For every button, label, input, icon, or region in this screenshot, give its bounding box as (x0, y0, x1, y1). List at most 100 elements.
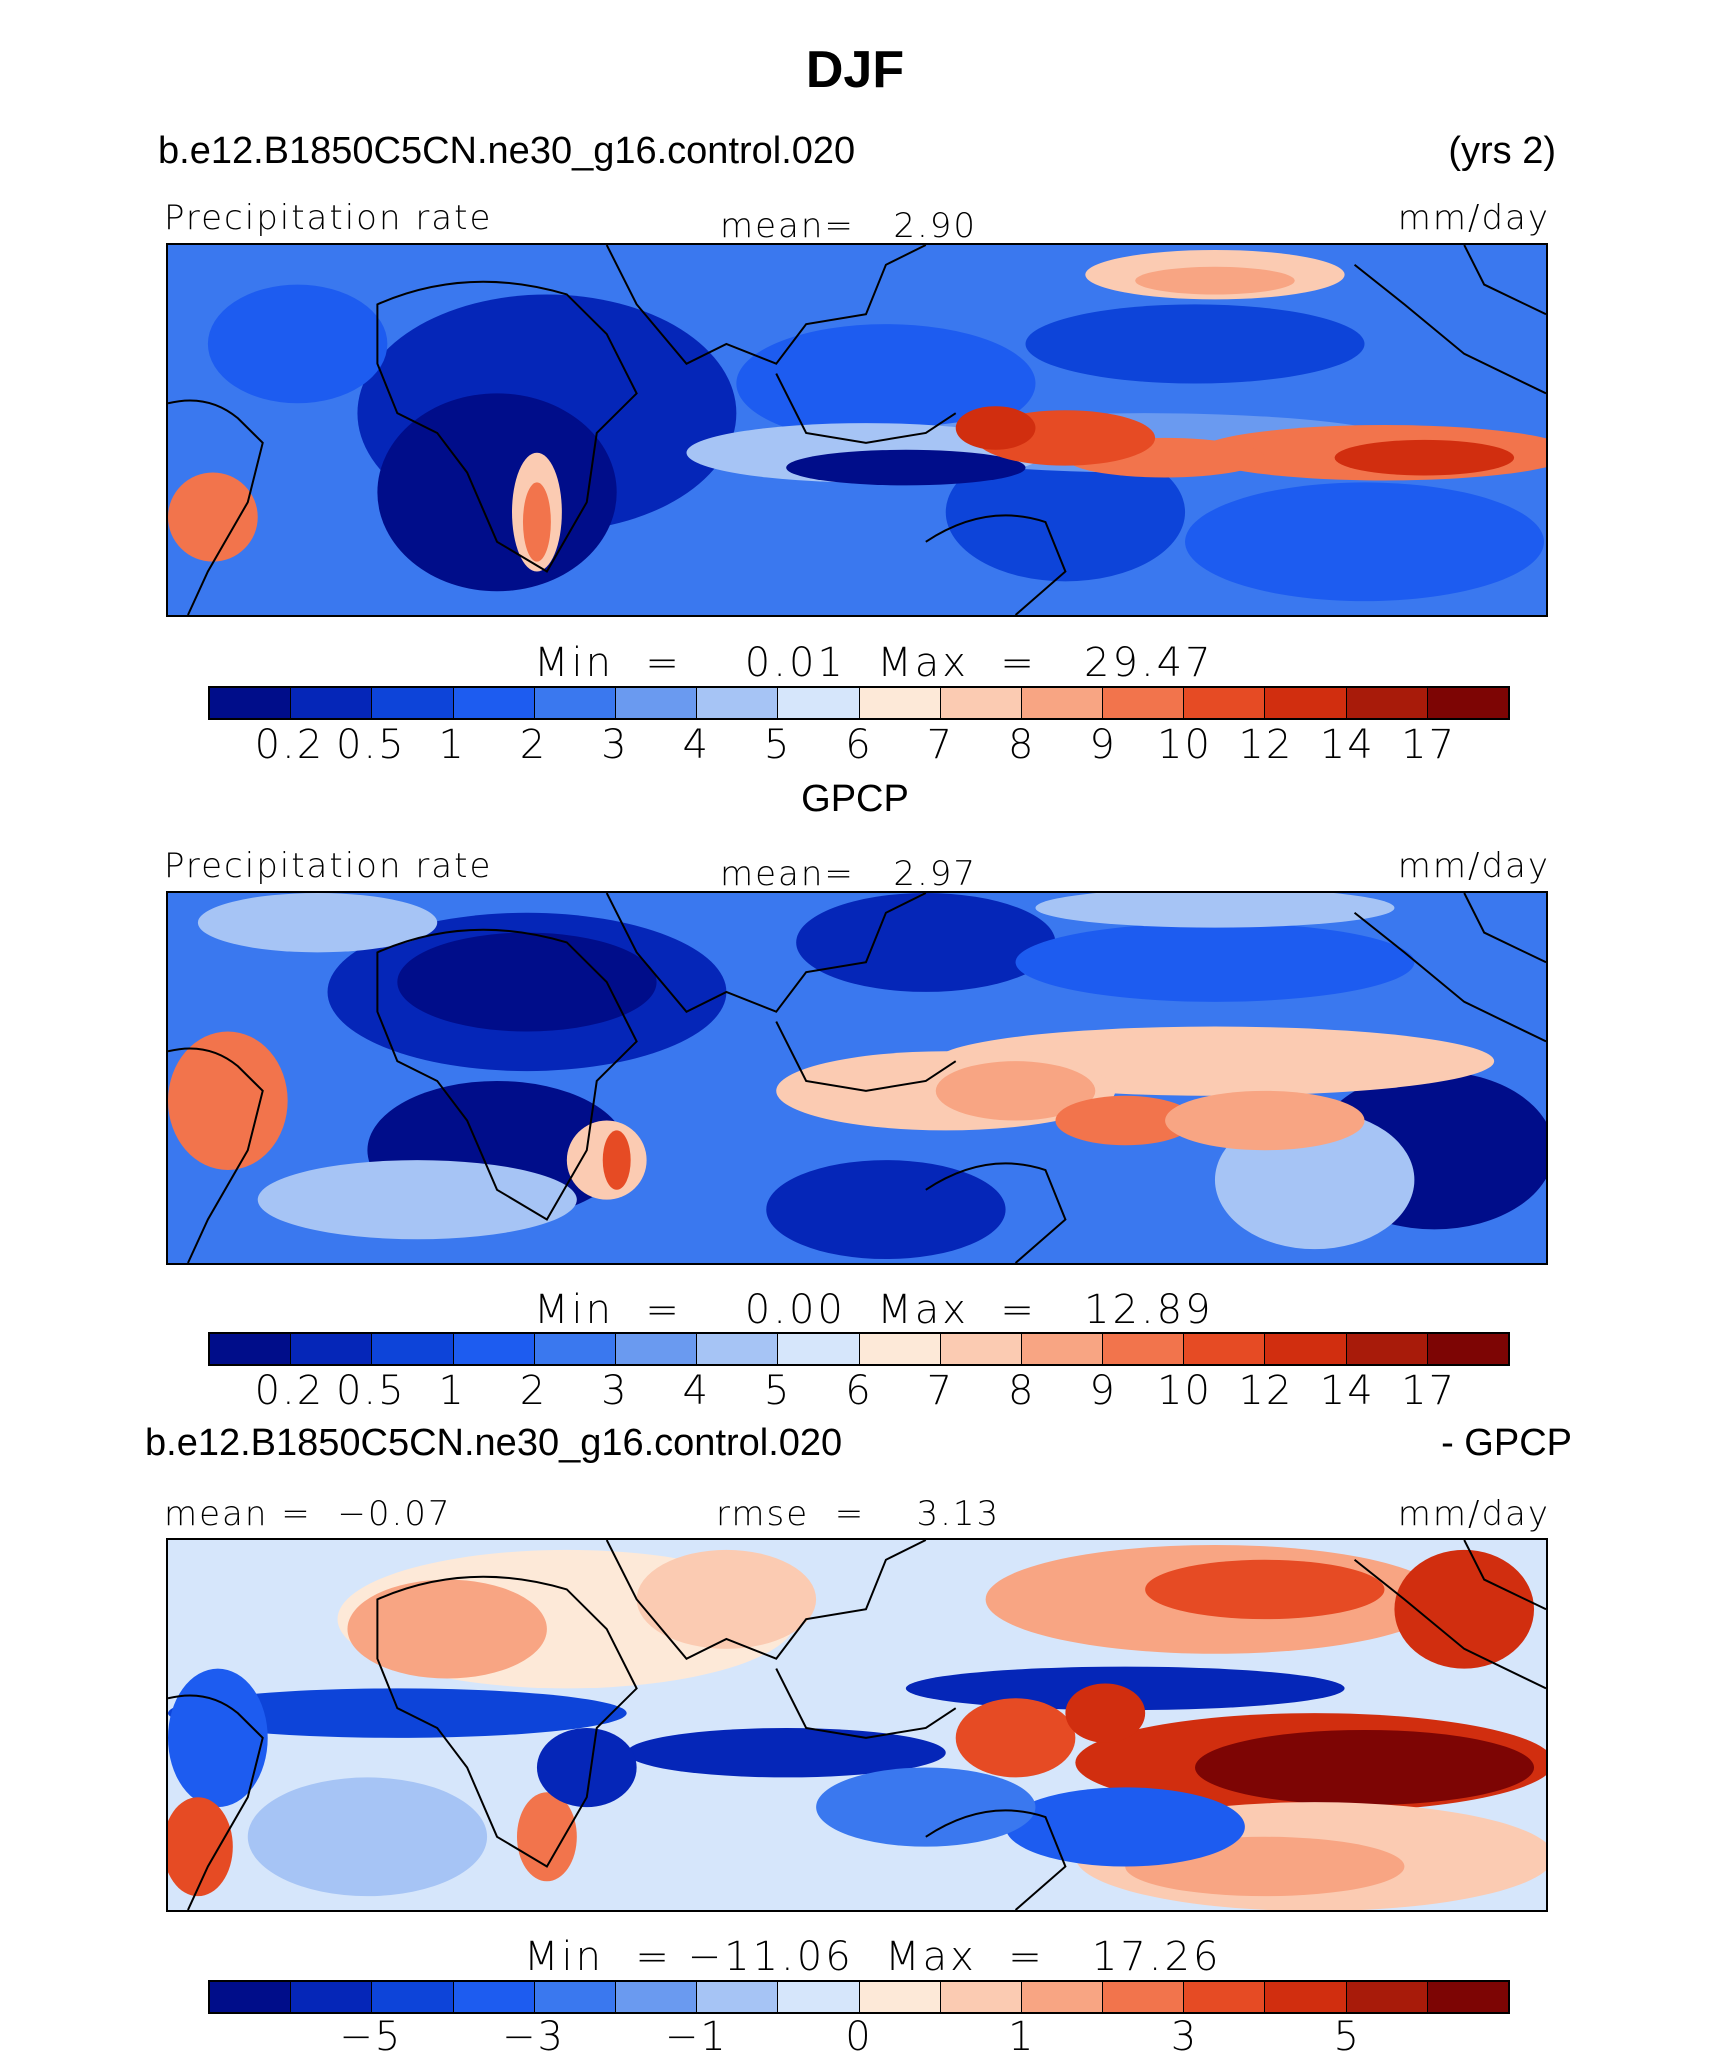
colorbar-swatch (210, 1982, 292, 2012)
colorbar-swatch (453, 1334, 535, 1364)
panel3-min-max: Min = −11.06 Max = 17.26 (524, 1934, 1222, 1980)
colorbar-swatch (697, 688, 779, 718)
panel1-colorbar-ticks: 0.2 0.5 1 2 3 4 5 6 7 8 9 10 12 14 17 (208, 722, 1510, 772)
colorbar-swatch (1265, 1334, 1347, 1364)
colorbar-swatch (940, 688, 1022, 718)
panel3-mean-label: mean = −0.07 (164, 1494, 452, 1534)
colorbar-tick-label: 2 (519, 722, 548, 768)
colorbar-swatch (1103, 1982, 1185, 2012)
colorbar-swatch (1184, 688, 1266, 718)
colorbar-tick-label: 1 (438, 1368, 466, 1414)
panel3-colorbar (208, 1980, 1510, 2014)
colorbar-tick-label: −3 (502, 2014, 565, 2060)
colorbar-tick-label: 6 (845, 722, 873, 768)
colorbar-swatch (778, 688, 860, 718)
colorbar-swatch (1265, 1982, 1347, 2012)
panel1-precip-map (166, 243, 1548, 617)
colorbar-tick-label: −1 (664, 2014, 728, 2060)
colorbar-tick-label: 5 (1333, 2014, 1361, 2060)
panel1-map-svg (168, 245, 1546, 615)
colorbar-swatch (1021, 1334, 1104, 1364)
panel1-mean-label: mean= 2.90 (720, 206, 978, 246)
colorbar-swatch (615, 688, 698, 718)
panel1-units-label: mm/day (1397, 198, 1550, 238)
colorbar-swatch (615, 1334, 698, 1364)
panel1-colorbar (208, 686, 1510, 720)
colorbar-tick-label: 0.2 (254, 1368, 325, 1414)
colorbar-tick-label: 0.5 (335, 1368, 406, 1414)
panel2-colorbar (208, 1332, 1510, 1366)
colorbar-swatch (1021, 688, 1104, 718)
colorbar-swatch (778, 1334, 860, 1364)
colorbar-swatch (940, 1334, 1022, 1364)
colorbar-tick-label: 10 (1157, 722, 1212, 768)
colorbar-swatch (1346, 1982, 1428, 2012)
colorbar-tick-label: 5 (763, 722, 792, 768)
colorbar-swatch (615, 1982, 698, 2012)
colorbar-swatch (1427, 1982, 1508, 2012)
panel1-min-max: Min = 0.01 Max = 29.47 (534, 640, 1214, 686)
colorbar-swatch (1427, 688, 1508, 718)
panel1-years: (yrs 2) (1448, 130, 1556, 172)
colorbar-swatch (210, 1334, 292, 1364)
colorbar-tick-label: 8 (1008, 1368, 1036, 1414)
panel2-case-name: GPCP (801, 778, 909, 820)
colorbar-tick-label: 0.2 (254, 722, 325, 768)
panel3-units-label: mm/day (1397, 1494, 1550, 1534)
colorbar-swatch (1265, 688, 1347, 718)
colorbar-tick-label: 0.5 (335, 722, 406, 768)
colorbar-swatch (534, 688, 616, 718)
panel3-colorbar-ticks: −5 −3 −1 0 1 3 5 (208, 2014, 1510, 2064)
colorbar-swatch (291, 1982, 373, 2012)
colorbar-swatch (859, 1334, 941, 1364)
colorbar-tick-label: 8 (1008, 722, 1036, 768)
colorbar-swatch (372, 688, 454, 718)
colorbar-swatch (1346, 1334, 1428, 1364)
colorbar-swatch (453, 688, 535, 718)
colorbar-swatch (1184, 1334, 1266, 1364)
colorbar-swatch (697, 1982, 779, 2012)
colorbar-swatch (372, 1982, 454, 2012)
panel2-units-label: mm/day (1397, 846, 1550, 886)
panel2-mean-label: mean= 2.97 (720, 854, 978, 894)
colorbar-tick-label: 10 (1157, 1368, 1212, 1414)
colorbar-tick-label: 12 (1238, 1368, 1294, 1414)
colorbar-tick-label: 12 (1238, 722, 1294, 768)
colorbar-tick-label: 3 (601, 1368, 629, 1414)
colorbar-tick-label: 7 (926, 1368, 955, 1414)
panel2-map-svg (168, 893, 1546, 1263)
colorbar-tick-label: 0 (845, 2014, 873, 2060)
panel3-diff-map (166, 1538, 1548, 1912)
colorbar-swatch (453, 1982, 535, 2012)
colorbar-tick-label: 3 (601, 722, 629, 768)
colorbar-tick-label: −5 (339, 2014, 403, 2060)
panel1-case-name: b.e12.B1850C5CN.ne30_g16.control.020 (158, 130, 856, 172)
colorbar-tick-label: 6 (845, 1368, 873, 1414)
colorbar-tick-label: 3 (1170, 2014, 1199, 2060)
colorbar-swatch (372, 1334, 454, 1364)
colorbar-swatch (1021, 1982, 1104, 2012)
colorbar-tick-label: 17 (1401, 722, 1457, 768)
colorbar-swatch (210, 688, 292, 718)
colorbar-tick-label: 17 (1401, 1368, 1457, 1414)
panel3-rmse-label: rmse = 3.13 (716, 1494, 1001, 1534)
colorbar-swatch (940, 1982, 1022, 2012)
colorbar-swatch (697, 1334, 779, 1364)
colorbar-tick-label: 4 (682, 1368, 710, 1414)
colorbar-tick-label: 9 (1089, 1368, 1117, 1414)
colorbar-swatch (1103, 688, 1185, 718)
colorbar-tick-label: 14 (1319, 1368, 1375, 1414)
colorbar-tick-label: 4 (682, 722, 710, 768)
colorbar-swatch (778, 1982, 860, 2012)
colorbar-swatch (859, 688, 941, 718)
panel2-min-max: Min = 0.00 Max = 12.89 (534, 1287, 1214, 1333)
colorbar-swatch (1427, 1334, 1508, 1364)
colorbar-swatch (291, 688, 373, 718)
colorbar-tick-label: 1 (438, 722, 466, 768)
colorbar-tick-label: 5 (763, 1368, 792, 1414)
colorbar-swatch (859, 1982, 941, 2012)
colorbar-swatch (1103, 1334, 1185, 1364)
colorbar-swatch (1184, 1982, 1266, 2012)
panel2-precip-map (166, 891, 1548, 1265)
colorbar-swatch (534, 1982, 616, 2012)
